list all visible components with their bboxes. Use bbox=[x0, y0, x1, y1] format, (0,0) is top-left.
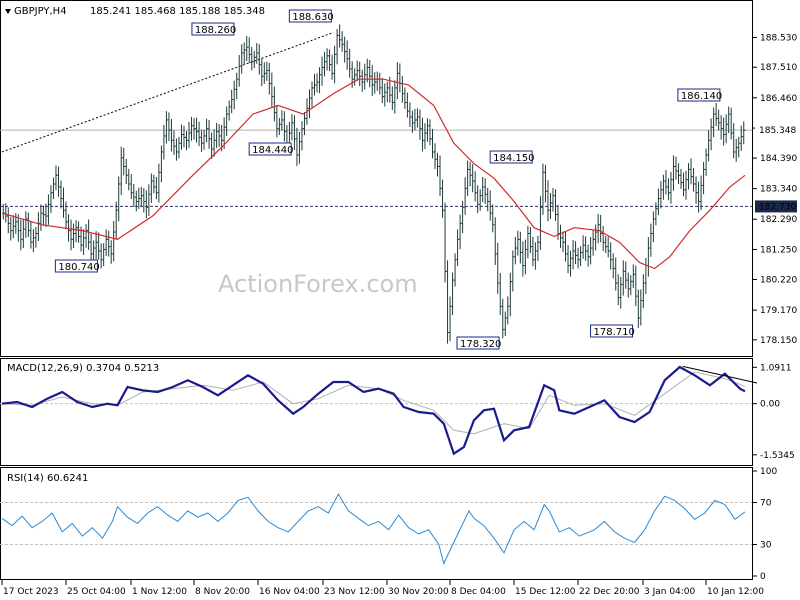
swing-label-2: 184.440 bbox=[252, 145, 293, 156]
swing-label-4: 178.320 bbox=[460, 339, 501, 350]
macd-signal-line bbox=[1, 371, 746, 435]
watermark: ActionForex.com bbox=[218, 270, 418, 298]
rsi-tick-label-2: 30 bbox=[760, 541, 772, 551]
axes-layer: 188.530187.510186.460185.420184.390183.3… bbox=[1, 34, 797, 597]
macd-title: MACD(12,26,9) 0.3704 0.5213 bbox=[7, 363, 159, 374]
price-tick-label-6: 182.290 bbox=[760, 215, 797, 225]
x-tick-label-6: 30 Nov 20:00 bbox=[388, 587, 449, 597]
x-tick-label-3: 8 Nov 20:00 bbox=[195, 587, 250, 597]
macd-panel bbox=[0, 358, 753, 466]
x-tick-label-11: 10 Jan 12:00 bbox=[707, 587, 764, 597]
swing-label-box bbox=[191, 22, 235, 36]
rsi-panel bbox=[0, 467, 753, 580]
swing-label-box bbox=[288, 9, 332, 23]
swing-label-box bbox=[54, 259, 98, 273]
swing-label-box bbox=[248, 142, 292, 156]
x-tick-label-7: 8 Dec 04:00 bbox=[451, 587, 506, 597]
price-tick-label-10: 178.150 bbox=[760, 336, 797, 346]
ohlc-values: 185.241 185.468 185.188 185.348 bbox=[90, 6, 265, 17]
macd-tick-label-1: 0.00 bbox=[760, 400, 780, 410]
price-tick-label-9: 179.170 bbox=[760, 306, 797, 316]
x-tick-label-10: 3 Jan 04:00 bbox=[644, 587, 696, 597]
chart-header: GBPJPY,H4 185.241 185.468 185.188 185.34… bbox=[5, 6, 265, 17]
swing-label-box bbox=[489, 150, 533, 164]
swing-label-5: 184.150 bbox=[493, 153, 534, 164]
moving-average-line bbox=[1, 78, 746, 270]
price-tick-label-5: 183.340 bbox=[760, 185, 797, 195]
swing-label-box bbox=[677, 88, 721, 102]
swing-label-3: 180.740 bbox=[58, 262, 99, 273]
price-panel bbox=[0, 0, 753, 357]
dropdown-triangle-icon[interactable] bbox=[5, 9, 11, 14]
rsi-tick-label-3: 0 bbox=[760, 572, 766, 582]
x-tick-label-2: 1 Nov 12:00 bbox=[132, 587, 187, 597]
x-tick-label-9: 22 Dec 20:00 bbox=[579, 587, 640, 597]
macd-divergence-line bbox=[682, 365, 758, 384]
rsi-title: RSI(14) 60.6241 bbox=[7, 473, 88, 484]
last-price-box bbox=[755, 124, 797, 137]
price-tick-label-7: 181.250 bbox=[760, 246, 797, 256]
last-price-label: 185.348 bbox=[759, 126, 796, 136]
price-tick-label-1: 187.510 bbox=[760, 63, 797, 73]
trendline bbox=[1, 32, 334, 153]
x-tick-label-8: 15 Dec 12:00 bbox=[515, 587, 576, 597]
swing-label-6: 178.710 bbox=[594, 327, 635, 338]
macd-tick-label-0: 1.0911 bbox=[760, 363, 792, 373]
macd-line bbox=[1, 365, 746, 456]
price-tick-label-0: 188.530 bbox=[760, 34, 797, 44]
rsi-layer bbox=[0, 493, 752, 565]
swing-label-box bbox=[456, 336, 500, 350]
swing-label-box bbox=[590, 324, 634, 338]
x-tick-label-4: 16 Nov 04:00 bbox=[259, 587, 320, 597]
swing-label-0: 188.260 bbox=[195, 25, 236, 36]
x-tick-label-0: 17 Oct 2023 bbox=[3, 587, 59, 597]
macd-tick-label-2: -1.5345 bbox=[760, 451, 795, 461]
x-tick-label-1: 25 Oct 04:00 bbox=[67, 587, 126, 597]
x-tick-label-5: 23 Nov 12:00 bbox=[324, 587, 385, 597]
support-price-box bbox=[755, 200, 797, 213]
rsi-line bbox=[1, 493, 746, 565]
swing-label-1: 188.630 bbox=[292, 12, 333, 23]
price-tick-label-4: 184.390 bbox=[760, 154, 797, 164]
price-tick-label-2: 186.460 bbox=[760, 94, 797, 104]
support-price-label: 182.730 bbox=[759, 202, 796, 212]
instrument-label: GBPJPY,H4 bbox=[14, 6, 67, 17]
price-layer: 188.260 188.630 184.440 180.740 178.320 184.1… bbox=[0, 9, 752, 350]
rsi-tick-label-0: 100 bbox=[760, 467, 777, 477]
macd-layer bbox=[0, 365, 758, 456]
price-tick-label-8: 180.220 bbox=[760, 276, 797, 286]
rsi-tick-label-1: 70 bbox=[760, 499, 772, 509]
swing-label-7: 186.140 bbox=[681, 91, 722, 102]
